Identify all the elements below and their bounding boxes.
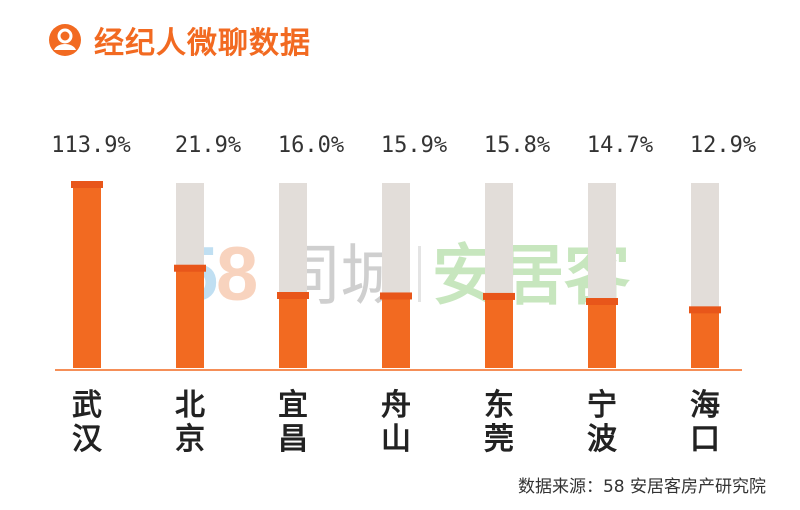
category-label: 舟 bbox=[381, 388, 411, 423]
data-source-note: 数据来源：58 安居客房产研究院 bbox=[517, 477, 766, 497]
bar-cap bbox=[586, 298, 618, 306]
data-label: 113.9% bbox=[51, 133, 130, 158]
category-label: 京 bbox=[175, 422, 205, 457]
data-label: 12.9% bbox=[690, 133, 756, 158]
data-label: 21.9% bbox=[175, 133, 241, 158]
bar bbox=[176, 266, 204, 368]
chart-title: 经纪人微聊数据 bbox=[94, 26, 311, 61]
data-label: 14.7% bbox=[587, 133, 653, 158]
bar bbox=[588, 300, 616, 368]
bar bbox=[485, 294, 513, 368]
bar bbox=[279, 294, 307, 368]
bar bbox=[382, 294, 410, 368]
bar-cap bbox=[174, 264, 206, 272]
category-label: 汉 bbox=[72, 422, 103, 457]
category-label: 宜 bbox=[278, 388, 308, 423]
bar bbox=[73, 183, 101, 368]
category-label: 东 bbox=[484, 388, 514, 423]
category-label: 昌 bbox=[278, 422, 308, 457]
bar-chart: 5 8 同城 安居客 113.9%武汉21.9%北京16.0%宜昌15.9%舟山… bbox=[51, 133, 756, 457]
bar-cap bbox=[277, 292, 309, 299]
chart-header: 经纪人微聊数据 bbox=[48, 18, 311, 62]
watermark-divider bbox=[418, 246, 421, 302]
bar-cap bbox=[689, 306, 721, 314]
user-avatar-icon bbox=[49, 24, 81, 56]
watermark-58-eight: 8 bbox=[216, 232, 258, 317]
category-label: 武 bbox=[72, 388, 102, 423]
category-label: 北 bbox=[175, 388, 205, 423]
bar-cap bbox=[380, 292, 412, 300]
data-label: 16.0% bbox=[278, 133, 344, 158]
category-label: 波 bbox=[587, 422, 618, 457]
category-label: 海 bbox=[690, 388, 720, 423]
bar-cap bbox=[71, 181, 103, 188]
category-label: 口 bbox=[690, 422, 720, 457]
category-label: 山 bbox=[381, 422, 411, 457]
data-label: 15.9% bbox=[381, 133, 447, 158]
data-label: 15.8% bbox=[484, 133, 550, 158]
category-label: 宁 bbox=[587, 388, 617, 423]
bar-cap bbox=[483, 292, 515, 300]
bar bbox=[691, 308, 719, 368]
category-label: 莞 bbox=[484, 422, 514, 457]
